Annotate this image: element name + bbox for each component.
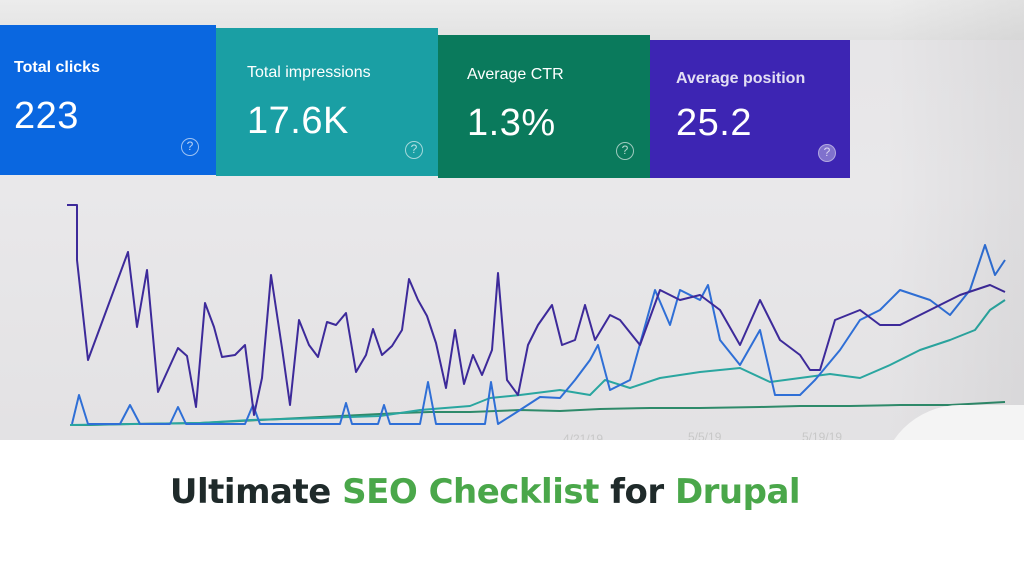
title-part-for: for bbox=[598, 472, 675, 512]
title-part-seo-checklist: SEO Checklist bbox=[342, 472, 599, 512]
series-total-clicks bbox=[71, 244, 1006, 425]
card-total-impressions[interactable]: Total impressions 17.6K ? bbox=[216, 28, 438, 176]
card-average-ctr[interactable]: Average CTR 1.3% ? bbox=[438, 35, 650, 178]
question-circle-icon[interactable]: ? bbox=[181, 138, 199, 156]
title-part-drupal: Drupal bbox=[674, 472, 801, 512]
question-circle-icon[interactable]: ? bbox=[818, 144, 836, 162]
overlay-curve-inner bbox=[860, 440, 1024, 576]
question-circle-icon[interactable]: ? bbox=[405, 141, 423, 159]
card-value: 1.3% bbox=[467, 102, 556, 144]
page-title: Ultimate SEO Checklist for Drupal bbox=[0, 472, 970, 512]
card-value: 223 bbox=[14, 95, 79, 137]
card-total-clicks[interactable]: Total clicks 223 ? bbox=[0, 25, 216, 175]
card-label: Total clicks bbox=[14, 59, 100, 76]
card-label: Average CTR bbox=[467, 66, 564, 83]
series-average-position bbox=[67, 204, 1006, 416]
title-part-ultimate: Ultimate bbox=[169, 472, 343, 512]
title-panel bbox=[0, 440, 1024, 576]
card-value: 17.6K bbox=[247, 100, 349, 142]
question-circle-icon[interactable]: ? bbox=[616, 142, 634, 160]
card-value: 25.2 bbox=[676, 102, 752, 144]
card-label: Average position bbox=[676, 70, 806, 87]
card-label: Total impressions bbox=[247, 64, 371, 81]
performance-line-chart bbox=[67, 204, 1006, 426]
dashboard-photo: Total clicks 223 ? Total impressions 17.… bbox=[0, 0, 1024, 470]
card-average-position[interactable]: Average position 25.2 ? bbox=[650, 40, 850, 178]
edge-shading bbox=[884, 0, 1024, 470]
